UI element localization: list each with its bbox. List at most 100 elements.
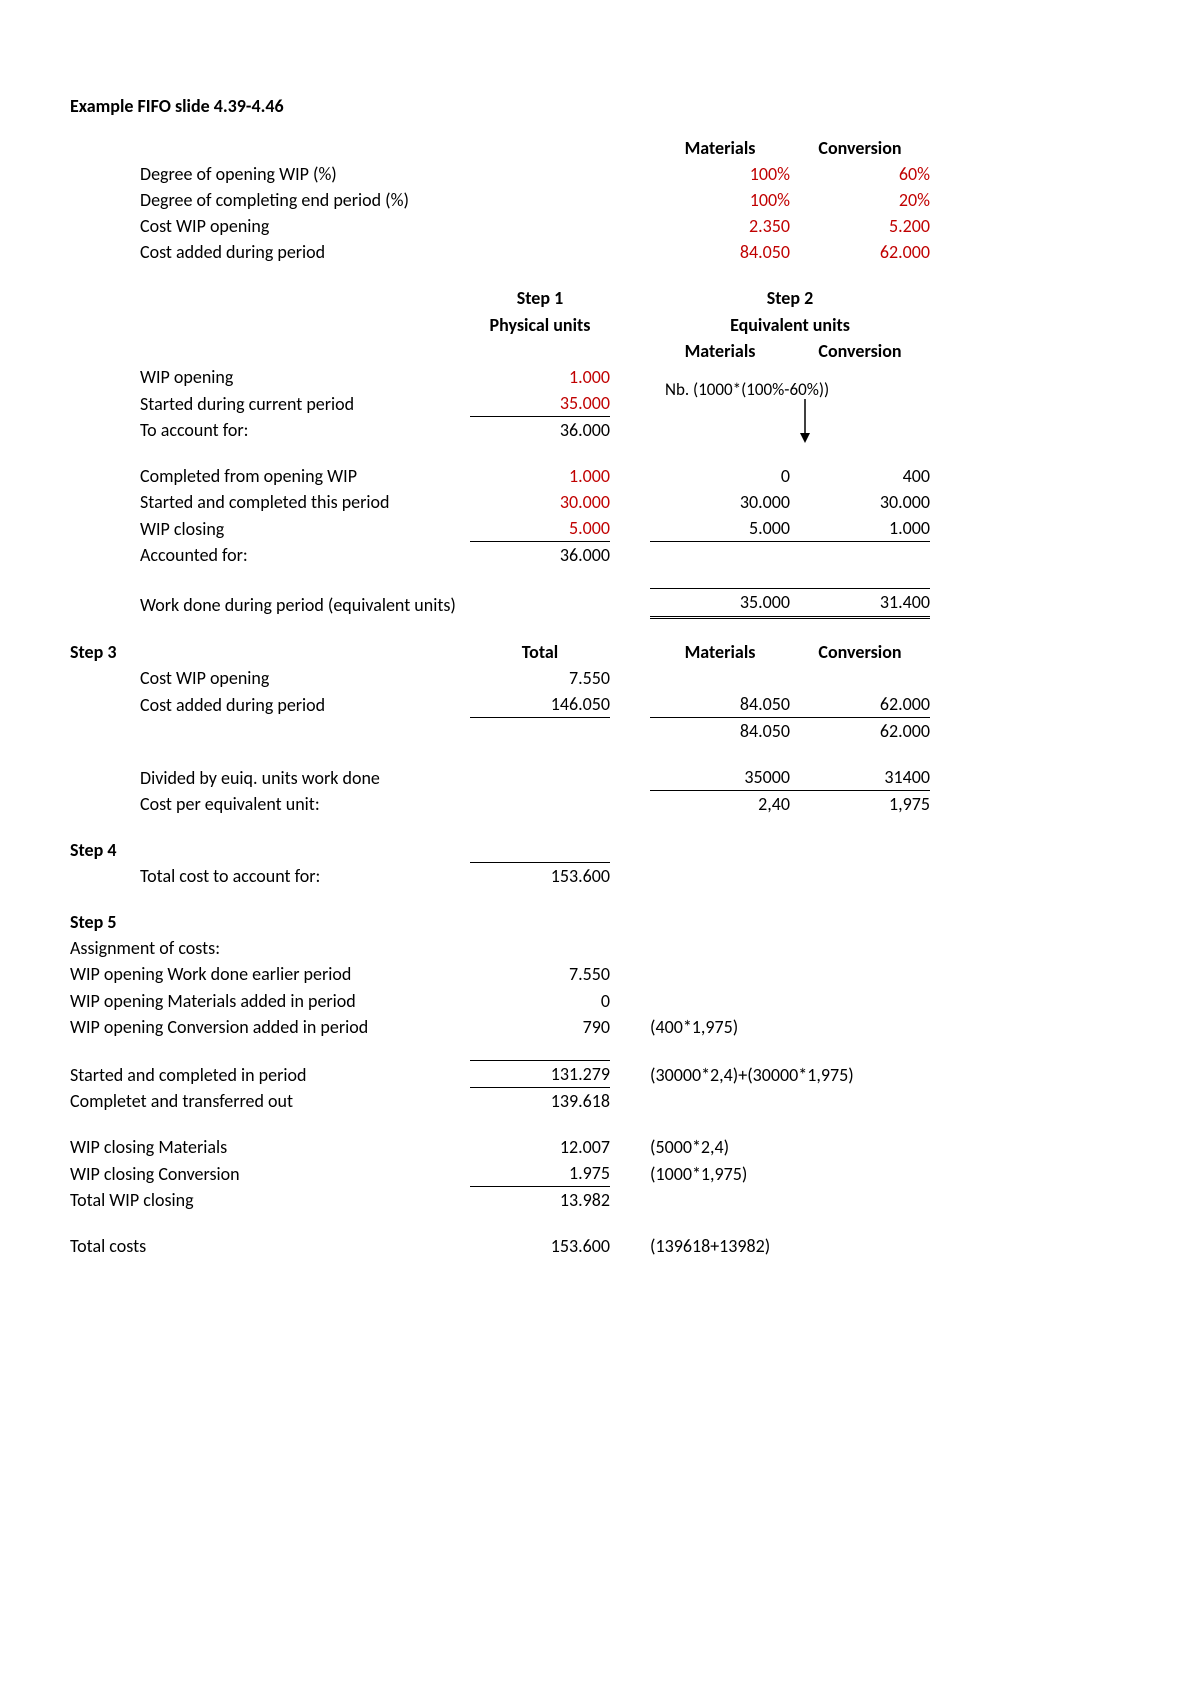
value-mat: 35.000	[650, 588, 790, 618]
row-s5-assignment: Assignment of costs:	[70, 935, 1140, 961]
step-header-row-2: Physical units Equivalent units	[70, 312, 1140, 338]
value-conv: 60%	[790, 161, 930, 187]
label: Cost added during period	[140, 692, 470, 718]
value-conv: 5.200	[790, 213, 930, 239]
value-total: 12.007	[470, 1134, 610, 1160]
label: Assignment of costs:	[70, 935, 610, 961]
value-total: 790	[470, 1014, 610, 1040]
row-accounted-for: Accounted for: 36.000	[70, 542, 1140, 568]
value-mat: 84.050	[650, 718, 790, 744]
header-total: Total	[470, 639, 610, 665]
row-wip-opening: WIP opening 1.000	[70, 364, 1140, 390]
row-degree-opening: Degree of opening WIP (%) 100% 60%	[70, 161, 1140, 187]
label: WIP opening Materials added in period	[70, 988, 470, 1014]
label: Cost WIP opening	[140, 213, 470, 239]
arrow-icon	[790, 399, 820, 445]
annotation-formula: Nb. (1000*(100%-60%))	[665, 379, 829, 400]
row-s5-completed-transferred: Completet and transferred out 139.618	[70, 1088, 1140, 1114]
label: WIP closing Conversion	[70, 1161, 470, 1187]
step-header-row-3: Materials Conversion	[70, 338, 1140, 364]
header-physical-units: Physical units	[470, 312, 610, 338]
row-wip-closing: WIP closing 5.000 5.000 1.000	[70, 515, 1140, 542]
row-started-completed: Started and completed this period 30.000…	[70, 489, 1140, 515]
page-container: Example FIFO slide 4.39-4.46 Materials C…	[0, 0, 1200, 1697]
note: (30000*2,4)+(30000*1,975)	[650, 1062, 930, 1088]
row-s3-cost-per-unit: Cost per equivalent unit: 2,40 1,975	[70, 791, 1140, 817]
value-conv: 62.000	[790, 239, 930, 265]
row-work-done: Work done during period (equivalent unit…	[70, 588, 1140, 618]
row-completed-from-opening: Completed from opening WIP 1.000 0 400	[70, 463, 1140, 489]
header-conversion-2: Conversion	[790, 338, 930, 364]
note: (1000*1,975)	[650, 1161, 930, 1187]
header-conversion-3: Conversion	[790, 639, 930, 665]
value-mat: 2,40	[650, 791, 790, 817]
value-total: 131.279	[470, 1060, 610, 1088]
value-conv: 20%	[790, 187, 930, 213]
label: Divided by euiq. units work done	[140, 765, 470, 791]
label: Total cost to account for:	[140, 863, 470, 889]
header-materials-3: Materials	[650, 639, 790, 665]
row-degree-closing: Degree of completing end period (%) 100%…	[70, 187, 1140, 213]
value-total: 7.550	[470, 665, 610, 691]
header-step1: Step 1	[470, 285, 610, 311]
row-s5-started-completed: Started and completed in period 131.279 …	[70, 1060, 1140, 1088]
label: Cost WIP opening	[140, 665, 470, 691]
row-cost-wip-opening: Cost WIP opening 2.350 5.200	[70, 213, 1140, 239]
value-mat: 84.050	[650, 239, 790, 265]
value-conv: 1,975	[790, 791, 930, 817]
value-conv: 31400	[790, 764, 930, 791]
value-mat: 5.000	[650, 515, 790, 542]
row-started: Started during current period 35.000	[70, 390, 1140, 417]
label: Total costs	[70, 1233, 470, 1259]
header-conversion: Conversion	[790, 135, 930, 161]
value-phys: 35.000	[470, 390, 610, 417]
row-s3-cost-wip-opening: Cost WIP opening 7.550	[70, 665, 1140, 691]
label: WIP opening Conversion added in period	[70, 1014, 470, 1040]
value-mat: 0	[650, 463, 790, 489]
row-s5-total-costs: Total costs 153.600 (139618+13982)	[70, 1233, 1140, 1259]
value-mat: 100%	[650, 187, 790, 213]
row-s3-cost-added: Cost added during period 146.050 84.050 …	[70, 691, 1140, 718]
header-materials: Materials	[650, 135, 790, 161]
note: (5000*2,4)	[650, 1134, 930, 1160]
value-phys: 1.000	[470, 463, 610, 489]
value-conv: 30.000	[790, 489, 930, 515]
header-materials-2: Materials	[650, 338, 790, 364]
value-mat: 35000	[650, 764, 790, 791]
header-equivalent-units: Equivalent units	[650, 312, 930, 338]
step5-title: Step 5	[70, 909, 140, 935]
value-total: 139.618	[470, 1088, 610, 1114]
value-total: 1.975	[470, 1160, 610, 1187]
label: WIP opening	[140, 364, 470, 390]
value-conv: 1.000	[790, 515, 930, 542]
row-s5-wip-open-earlier: WIP opening Work done earlier period 7.5…	[70, 961, 1140, 987]
label: Work done during period (equivalent unit…	[140, 592, 610, 618]
step3-title: Step 3	[70, 639, 140, 665]
value-phys: 36.000	[470, 417, 610, 443]
value-conv: 31.400	[790, 588, 930, 618]
label: Degree of opening WIP (%)	[140, 161, 470, 187]
row-cost-added: Cost added during period 84.050 62.000	[70, 239, 1140, 265]
step4-header-row: Step 4	[70, 837, 1140, 863]
label: Started during current period	[140, 391, 470, 417]
step4-title: Step 4	[70, 837, 140, 863]
label: Cost per equivalent unit:	[140, 791, 470, 817]
label: WIP closing	[140, 516, 470, 542]
step-header-row-1: Step 1 Step 2	[70, 285, 1140, 311]
note: (139618+13982)	[650, 1233, 930, 1259]
value-total: 7.550	[470, 961, 610, 987]
value-conv: 62.000	[790, 718, 930, 744]
value-phys: 30.000	[470, 489, 610, 515]
value-phys: 5.000	[470, 515, 610, 542]
row-s3-subtotal: 84.050 62.000	[70, 718, 1140, 744]
value-total: 153.600	[470, 1233, 610, 1259]
value-phys: 1.000	[470, 364, 610, 390]
row-s3-divided-by: Divided by euiq. units work done 35000 3…	[70, 764, 1140, 791]
step3-header-row: Step 3 Total Materials Conversion	[70, 639, 1140, 665]
row-s4-total-cost: Total cost to account for: 153.600	[70, 863, 1140, 889]
value-mat: 2.350	[650, 213, 790, 239]
page-title: Example FIFO slide 4.39-4.46	[70, 95, 1140, 117]
value-conv: 400	[790, 463, 930, 489]
label: Degree of completing end period (%)	[140, 187, 470, 213]
value-phys: 36.000	[470, 542, 610, 568]
